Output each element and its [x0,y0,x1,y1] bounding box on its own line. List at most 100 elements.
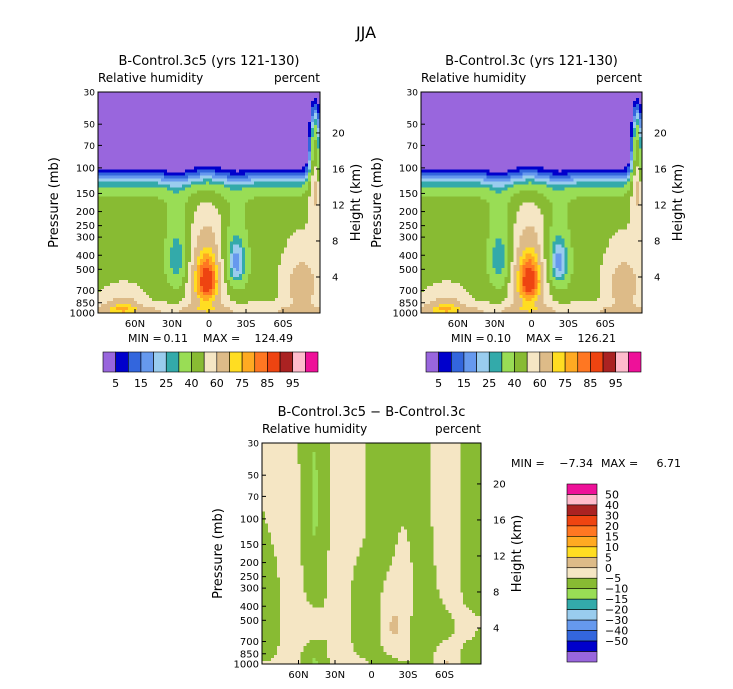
contour-cell [98,187,102,191]
contour-cell [137,280,141,284]
contour-cell [122,247,126,251]
contour-cell [149,244,153,248]
contour-cell [296,238,300,242]
contour-cell [221,199,225,203]
contour-cell [215,130,219,135]
contour-cell [224,106,228,111]
contour-cell [281,106,285,111]
contour-cell [293,94,297,99]
contour-cell [125,223,129,227]
contour-cell [290,163,294,168]
contour-cell [260,115,264,120]
contour-cell [302,220,306,224]
contour-cell [227,130,231,135]
contour-cell [311,289,315,293]
contour-cell [98,205,102,209]
contour-cell [266,172,270,176]
contour-cell [308,124,312,129]
contour-cell [146,268,150,272]
contour-cell [155,193,159,197]
contour-cell [296,274,300,278]
contour-cell [155,238,159,242]
contour-cell [152,250,156,254]
contour-cell [149,283,153,287]
contour-cell [185,229,189,233]
contour-cell [119,184,123,188]
contour-cell [173,100,177,105]
contour-cell [200,292,204,296]
contour-cell [131,187,135,191]
contour-cell [245,157,249,162]
contour-cell [293,103,297,108]
contour-cell [131,232,135,236]
contour-cell [266,121,270,126]
contour-cell [206,163,210,168]
contour-cell [293,187,297,191]
contour-cell [152,92,156,96]
contour-cell [149,223,153,227]
contour-cell [98,244,102,248]
contour-cell [101,232,105,236]
contour-cell [215,187,219,191]
contour-cell [125,145,129,150]
contour-cell [251,157,255,162]
contour-cell [275,118,279,123]
contour-cell [287,160,291,165]
contour-cell [146,214,150,218]
contour-cell [179,256,183,260]
contour-cell [212,190,216,194]
contour-cell [176,286,180,290]
contour-cell [245,130,249,135]
contour-cell [290,92,294,96]
contour-cell [164,118,168,123]
contour-cell [173,92,177,96]
contour-cell [281,253,285,257]
contour-cell [101,136,105,141]
contour-cell [143,130,147,135]
contour-cell [224,160,228,165]
contour-cell [245,124,249,129]
contour-cell [251,247,255,251]
contour-cell [212,217,216,221]
contour-cell [176,106,180,111]
contour-cell [233,277,237,281]
contour-cell [221,121,225,126]
contour-cell [230,92,234,96]
contour-cell [215,289,219,293]
contour-cell [116,259,120,263]
contour-cell [185,214,189,218]
contour-cell [251,205,255,209]
contour-cell [284,184,288,188]
contour-cell [215,127,219,132]
contour-cell [200,154,204,159]
contour-cell [149,97,153,102]
contour-cell [236,277,240,281]
contour-cell [317,217,321,221]
contour-cell [233,145,237,150]
contour-cell [257,280,261,284]
contour-cell [314,187,318,191]
contour-cell [113,154,117,159]
contour-cell [188,262,192,266]
contour-cell [110,244,114,248]
contour-cell [98,112,102,117]
contour-cell [278,235,282,239]
contour-cell [110,133,114,138]
contour-cell [185,244,189,248]
contour-cell [302,250,306,254]
contour-cell [242,97,246,102]
contour-cell [143,127,147,132]
contour-cell [311,286,315,290]
contour-cell [197,205,201,209]
contour-cell [119,92,123,96]
contour-cell [119,220,123,224]
contour-cell [302,256,306,260]
contour-cell [230,286,234,290]
contour-cell [206,250,210,254]
contour-cell [197,208,201,212]
contour-cell [170,283,174,287]
contour-cell [221,118,225,123]
contour-cell [167,238,171,242]
contour-cell [155,250,159,254]
contour-cell [104,97,108,102]
